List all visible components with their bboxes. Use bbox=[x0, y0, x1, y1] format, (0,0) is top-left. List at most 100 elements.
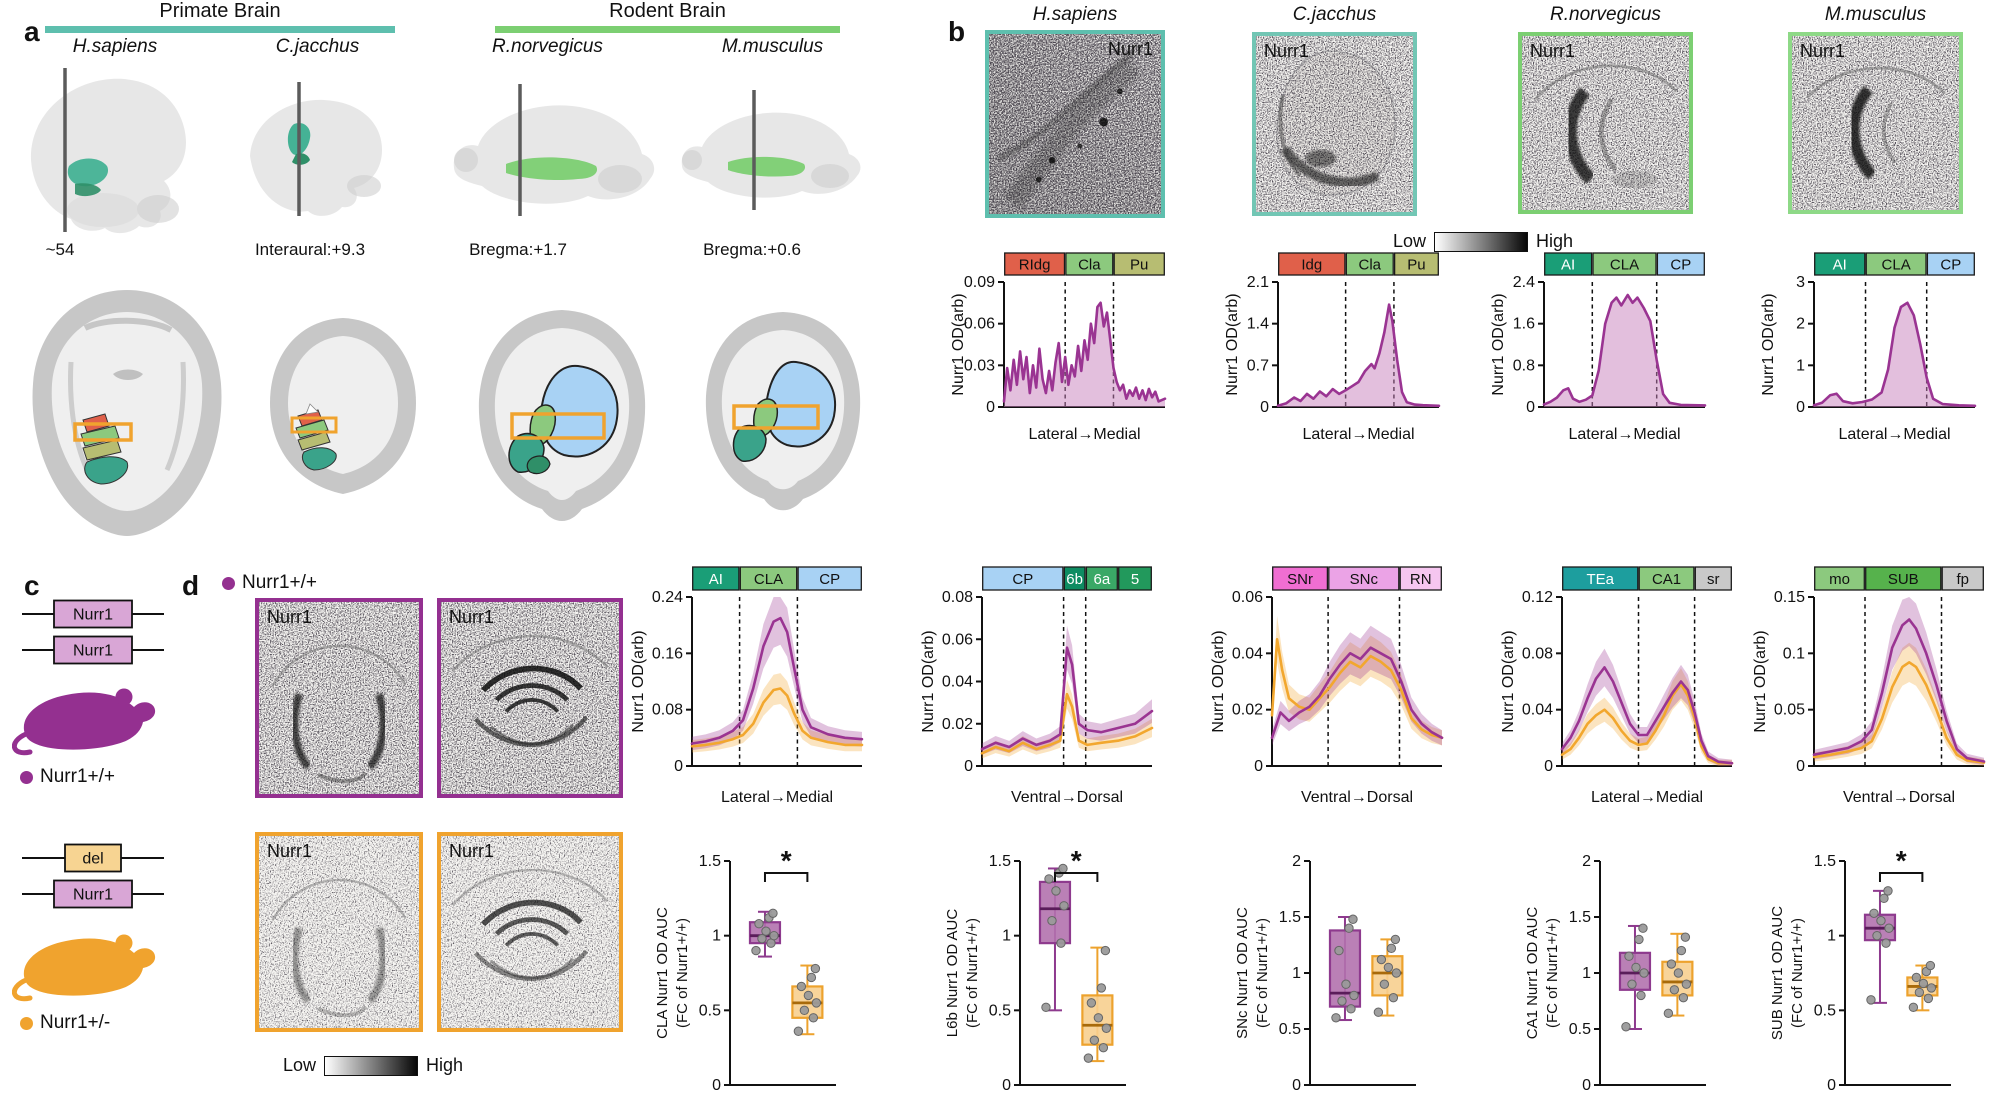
panel-d-colorbar: Low High bbox=[283, 1055, 463, 1076]
primate-brain-title: Primate Brain bbox=[159, 0, 281, 22]
svg-text:2: 2 bbox=[1292, 853, 1301, 870]
svg-text:Nurr1 OD(arb): Nurr1 OD(arb) bbox=[920, 630, 937, 732]
svg-text:sr: sr bbox=[1707, 571, 1720, 588]
panel-d-box-2: 0 0.5 1 1.5 2 SNc Nurr1 OD AUC (FC of Nurr1+/+… bbox=[1230, 843, 1440, 1105]
svg-text:0.09: 0.09 bbox=[964, 274, 995, 291]
svg-text:Nurr1 OD(arb): Nurr1 OD(arb) bbox=[950, 293, 967, 395]
panel-d-legend-wt: Nurr1+/+ bbox=[222, 572, 317, 594]
svg-text:Nurr1 OD(arb): Nurr1 OD(arb) bbox=[1210, 630, 1227, 732]
marker-label-wt-hippocampus: Nurr1 bbox=[449, 607, 495, 627]
genotype-diagram-wt: Nurr1 Nurr1 bbox=[18, 598, 168, 673]
svg-text:AI: AI bbox=[1561, 257, 1575, 274]
svg-text:0.04: 0.04 bbox=[1232, 645, 1263, 662]
human-coronal-section-illustration bbox=[32, 290, 222, 536]
svg-text:0: 0 bbox=[674, 758, 683, 775]
colorbar-gradient bbox=[1434, 231, 1529, 252]
ish-tissue-hsapiens bbox=[989, 34, 1161, 214]
svg-text:6a: 6a bbox=[1094, 571, 1111, 588]
svg-text:0: 0 bbox=[1260, 399, 1269, 416]
svg-text:1.5: 1.5 bbox=[1279, 909, 1301, 926]
ish-image-cjacchus: Nurr1 bbox=[1252, 32, 1417, 216]
svg-text:1.4: 1.4 bbox=[1247, 316, 1269, 333]
svg-text:3: 3 bbox=[1796, 274, 1805, 291]
svg-text:mo: mo bbox=[1829, 571, 1850, 588]
panel-b-plot-1: Idg Cla Pu 0 0.7 1.4 2.1 Nurr1 OD(arb) Lateral→M… bbox=[1222, 252, 1447, 452]
svg-text:TEa: TEa bbox=[1586, 571, 1614, 588]
marmoset-coronal-section-illustration bbox=[270, 318, 416, 494]
panel-d-colorbar-gradient bbox=[324, 1055, 419, 1076]
human-brain-sagittal-illustration bbox=[30, 68, 186, 234]
svg-text:Nurr1 OD(arb): Nurr1 OD(arb) bbox=[1760, 293, 1777, 395]
svg-text:0.06: 0.06 bbox=[942, 631, 973, 648]
svg-text:0.02: 0.02 bbox=[942, 716, 973, 733]
svg-text:fp: fp bbox=[1956, 571, 1969, 588]
legend-nurr1-het: Nurr1+/- bbox=[20, 1012, 110, 1034]
svg-text:1.5: 1.5 bbox=[989, 853, 1011, 870]
svg-text:Cla: Cla bbox=[1359, 257, 1382, 274]
rodent-brain-bar bbox=[495, 26, 840, 33]
svg-text:Pu: Pu bbox=[1130, 257, 1148, 274]
ish-tissue-het-hippocampus bbox=[441, 836, 619, 1028]
svg-text:0.7: 0.7 bbox=[1247, 357, 1269, 374]
svg-text:*: * bbox=[1071, 845, 1082, 876]
svg-text:Nurr1: Nurr1 bbox=[73, 607, 113, 624]
marker-label-cjacchus: Nurr1 bbox=[1264, 41, 1310, 61]
coord-rnorvegicus: Bregma:+1.7 bbox=[469, 240, 567, 259]
svg-text:Lateral→Medial: Lateral→Medial bbox=[721, 789, 833, 806]
svg-text:CP: CP bbox=[1940, 257, 1961, 274]
svg-text:0.08: 0.08 bbox=[1522, 645, 1553, 662]
panel-d-plot-2: SNr SNc RN 0 0.02 0.04 0.06 Nurr1 OD(arb) Ventra… bbox=[1208, 565, 1448, 815]
svg-text:0.5: 0.5 bbox=[989, 1002, 1011, 1019]
legend-nurr1-wt: Nurr1+/+ bbox=[20, 766, 115, 788]
svg-text:(FC of Nurr1+/+): (FC of Nurr1+/+) bbox=[964, 918, 981, 1028]
primate-brain-bar bbox=[45, 26, 395, 33]
ish-image-hsapiens: Nurr1 bbox=[985, 30, 1165, 218]
panel-b-title-cjacchus: C.jacchus bbox=[1292, 4, 1377, 25]
svg-text:0.5: 0.5 bbox=[1569, 1021, 1591, 1038]
genotype-diagram-het: del Nurr1 bbox=[18, 842, 168, 917]
svg-text:0: 0 bbox=[1582, 1077, 1591, 1094]
marker-label-mmusculus: Nurr1 bbox=[1800, 41, 1846, 61]
svg-text:2: 2 bbox=[1796, 316, 1805, 333]
marmoset-brain-sagittal-illustration bbox=[250, 82, 382, 216]
svg-text:SNr: SNr bbox=[1287, 571, 1313, 588]
ish-image-rnorvegicus: Nurr1 bbox=[1518, 32, 1693, 214]
panel-d-box-1: 0 0.5 1 1.5 * L6b Nurr1 OD AUC (FC of Nurr1+/+… bbox=[940, 843, 1150, 1105]
panel-d-colorbar-low: Low bbox=[283, 1055, 317, 1075]
marker-label-hsapiens: Nurr1 bbox=[1107, 39, 1153, 59]
svg-text:0.8: 0.8 bbox=[1513, 357, 1535, 374]
panel-b-plot-3: AI CLA CP 0 1 2 3 Nurr1 OD(arb) Lateral→Medial bbox=[1758, 252, 1983, 452]
svg-text:0.16: 0.16 bbox=[652, 645, 683, 662]
svg-text:1: 1 bbox=[1582, 965, 1591, 982]
svg-text:0.05: 0.05 bbox=[1774, 702, 1805, 719]
svg-text:(FC of Nurr1+/+): (FC of Nurr1+/+) bbox=[674, 918, 691, 1028]
svg-text:Lateral→Medial: Lateral→Medial bbox=[1028, 426, 1140, 443]
svg-text:0: 0 bbox=[1526, 399, 1535, 416]
svg-text:AI: AI bbox=[1833, 257, 1847, 274]
marker-label-wt-anterior: Nurr1 bbox=[267, 607, 313, 627]
ish-tissue-mmusculus bbox=[1792, 36, 1959, 210]
svg-text:0.24: 0.24 bbox=[652, 589, 683, 606]
svg-text:CP: CP bbox=[1670, 257, 1691, 274]
species-name-mmusculus: M.musculus bbox=[721, 36, 824, 57]
svg-text:1.5: 1.5 bbox=[1569, 909, 1591, 926]
wt-color-dot bbox=[20, 770, 33, 784]
svg-text:Nurr1: Nurr1 bbox=[73, 643, 113, 660]
svg-text:Lateral→Medial: Lateral→Medial bbox=[1302, 426, 1414, 443]
svg-text:Ventral→Dorsal: Ventral→Dorsal bbox=[1011, 789, 1123, 806]
svg-text:0: 0 bbox=[1254, 758, 1263, 775]
marker-label-het-anterior: Nurr1 bbox=[267, 841, 313, 861]
panel-b-title-mmusculus: M.musculus bbox=[1824, 4, 1927, 25]
svg-text:0: 0 bbox=[964, 758, 973, 775]
svg-text:1: 1 bbox=[1002, 928, 1011, 945]
svg-text:6b: 6b bbox=[1066, 571, 1083, 588]
svg-text:Lateral→Medial: Lateral→Medial bbox=[1568, 426, 1680, 443]
panel-d-plot-3: TEa CA1 sr 0 0.04 0.08 0.12 Nurr1 OD(arb) Latera… bbox=[1498, 565, 1738, 815]
svg-text:RIdg: RIdg bbox=[1019, 257, 1051, 274]
ish-tissue-wt-anterior bbox=[259, 602, 419, 794]
svg-text:CA1 Nurr1 OD AUC: CA1 Nurr1 OD AUC bbox=[1524, 907, 1541, 1040]
ish-image-mmusculus: Nurr1 bbox=[1788, 32, 1963, 214]
svg-text:0.5: 0.5 bbox=[1279, 1021, 1301, 1038]
svg-text:1: 1 bbox=[1827, 928, 1836, 945]
ish-image-het-hippocampus: Nurr1 bbox=[437, 832, 623, 1032]
